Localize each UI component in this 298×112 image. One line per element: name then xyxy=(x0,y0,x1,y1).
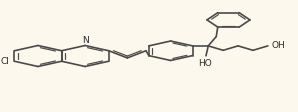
Text: HO: HO xyxy=(198,59,211,68)
Text: N: N xyxy=(82,36,89,45)
Text: OH: OH xyxy=(271,41,285,50)
Text: Cl: Cl xyxy=(0,57,9,66)
